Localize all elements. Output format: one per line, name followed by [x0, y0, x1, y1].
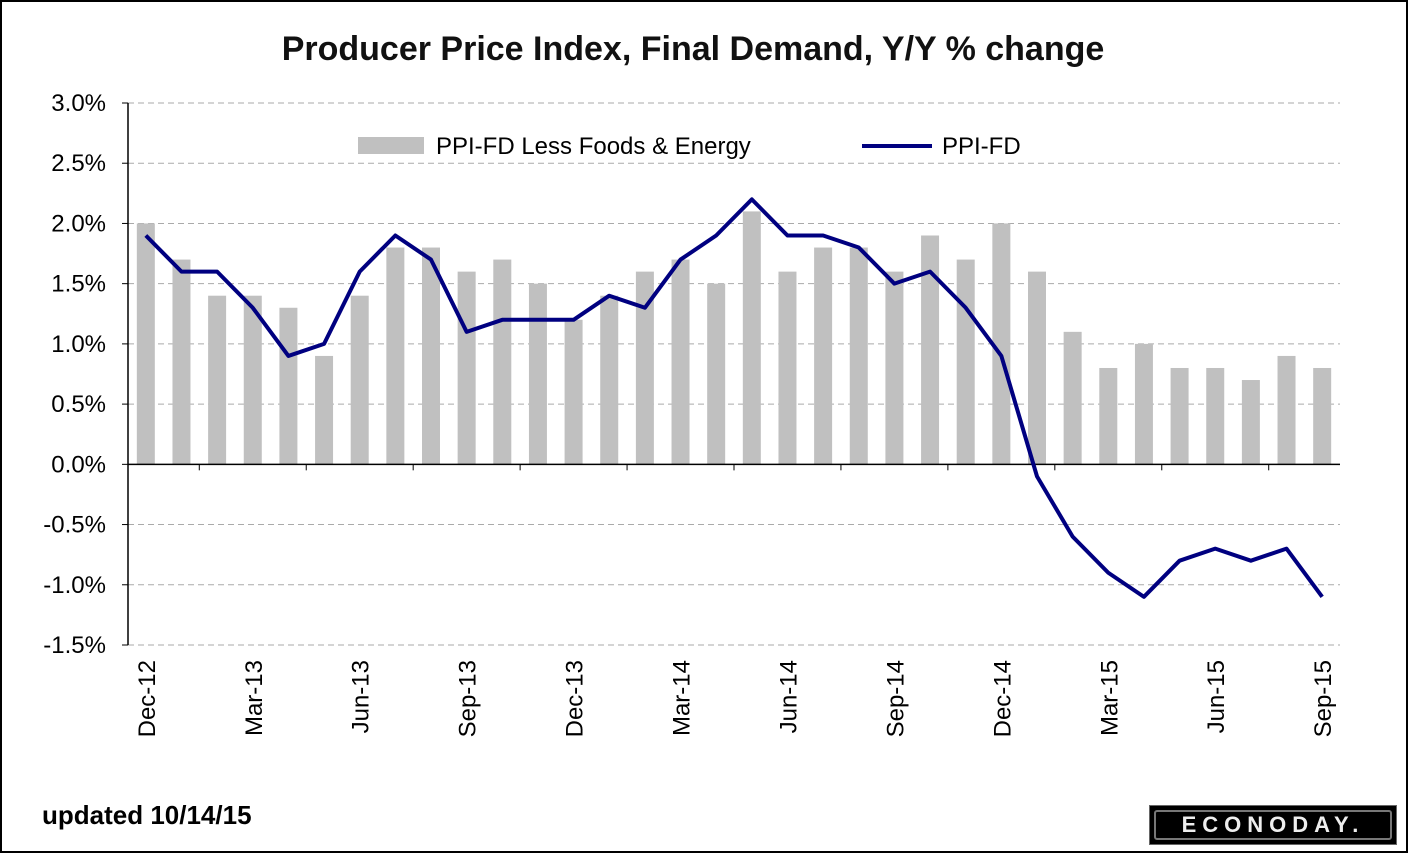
bar-Jul-15 — [1241, 380, 1260, 465]
bar-Jul-14 — [814, 247, 833, 465]
x-tick-label: Sep-13 — [455, 660, 482, 737]
bar-Dec-12 — [136, 223, 155, 465]
line-ppi-fd — [144, 197, 1324, 599]
bar-Jan-14 — [600, 295, 619, 465]
y-tick-label: 0.0% — [51, 451, 106, 478]
bar-May-13 — [315, 355, 334, 465]
x-tick-label: Mar-15 — [1096, 660, 1123, 736]
bar-Feb-13 — [208, 295, 227, 465]
bar-Apr-13 — [279, 307, 298, 465]
legend-label-line: PPI-FD — [942, 133, 1021, 160]
bar-Oct-13 — [493, 259, 512, 465]
x-tick-label: Mar-14 — [669, 660, 696, 736]
x-tick-label: Dec-13 — [562, 660, 589, 737]
bar-Nov-14 — [956, 259, 975, 465]
x-tick-label: Dec-14 — [989, 660, 1016, 737]
bar-Sep-15 — [1313, 367, 1332, 465]
x-tick-label: Dec-12 — [134, 660, 161, 737]
x-tick-label: Mar-13 — [241, 660, 268, 736]
y-tick-label: -0.5% — [43, 512, 106, 539]
bar-May-15 — [1170, 367, 1189, 465]
bar-Jun-13 — [350, 295, 369, 465]
y-tick-label: 1.0% — [51, 331, 106, 358]
bar-Aug-15 — [1277, 355, 1296, 465]
bar-Feb-14 — [635, 271, 654, 465]
bar-Sep-13 — [457, 271, 476, 465]
econoday-logo: ECONODAY. — [1149, 805, 1397, 845]
bar-Sep-14 — [885, 271, 904, 465]
bar-Mar-13 — [243, 295, 262, 465]
y-tick-label: -1.0% — [43, 572, 106, 599]
bar-Apr-15 — [1134, 343, 1153, 465]
x-tick-label: Sep-14 — [882, 660, 909, 737]
bar-Jan-13 — [172, 259, 191, 465]
y-tick-label: -1.5% — [43, 632, 106, 659]
chart-title: Producer Price Index, Final Demand, Y/Y … — [281, 30, 1105, 68]
y-tick-label: 1.5% — [51, 271, 106, 298]
bar-Mar-15 — [1099, 367, 1118, 465]
bar-Aug-13 — [422, 247, 440, 465]
bar-Jun-15 — [1206, 367, 1225, 465]
x-tick-label: Sep-15 — [1310, 660, 1337, 737]
updated-date: updated 10/14/15 — [42, 800, 252, 830]
bar-Feb-15 — [1063, 331, 1082, 465]
bar-Jan-15 — [1028, 271, 1046, 465]
bar-May-14 — [742, 211, 761, 465]
legend-swatch-bars — [358, 137, 424, 154]
y-tick-label: 3.0% — [51, 90, 106, 117]
x-tick-label: Jun-13 — [348, 660, 375, 733]
y-tick-label: 2.0% — [51, 210, 106, 237]
x-tick-label: Jun-15 — [1203, 660, 1230, 733]
bar-Dec-14 — [992, 223, 1011, 465]
bar-Jul-13 — [386, 247, 405, 465]
bar-Nov-13 — [528, 283, 547, 465]
bar-Apr-14 — [707, 283, 726, 465]
bar-Mar-14 — [671, 259, 690, 465]
bar-Dec-13 — [564, 319, 583, 465]
bar-Aug-14 — [849, 247, 868, 465]
bar-Oct-14 — [921, 235, 940, 465]
bar-Jun-14 — [778, 271, 797, 465]
y-tick-label: 2.5% — [51, 150, 106, 177]
y-tick-label: 0.5% — [51, 391, 106, 418]
legend-label-bars: PPI-FD Less Foods & Energy — [436, 133, 751, 160]
x-tick-label: Jun-14 — [775, 660, 802, 733]
